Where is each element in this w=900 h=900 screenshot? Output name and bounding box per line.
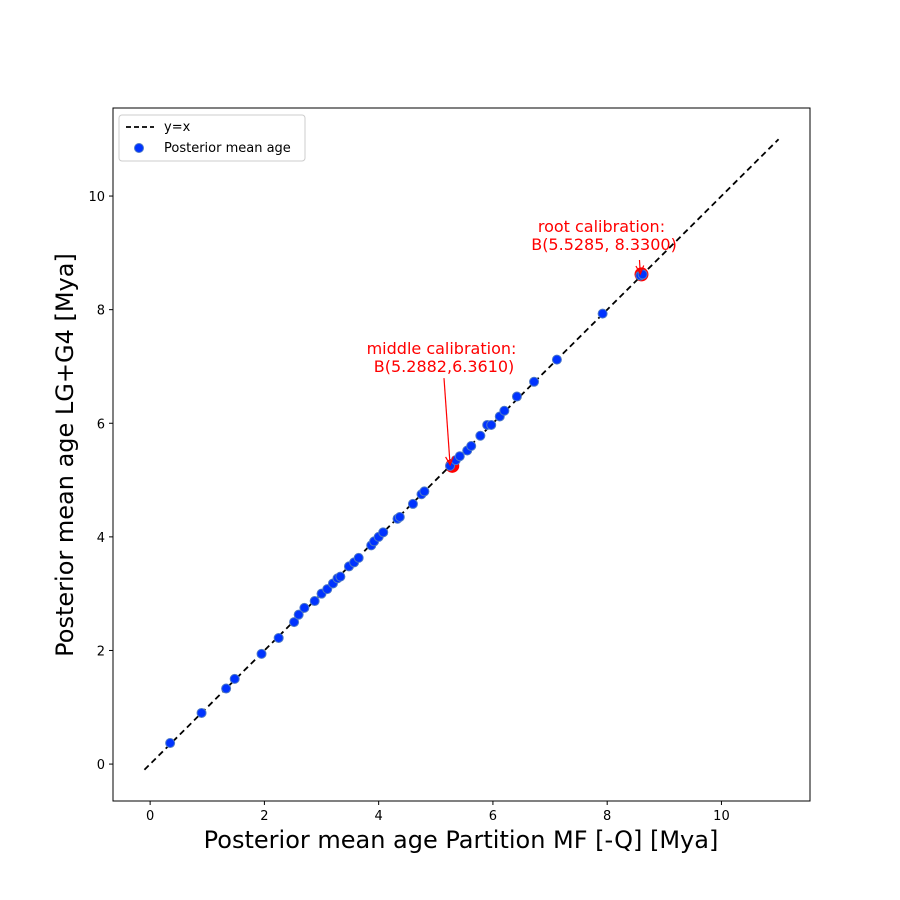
annotations: middle calibration: B(5.2882,6.3610) root… xyxy=(367,217,677,467)
data-point xyxy=(551,354,562,365)
data-point xyxy=(486,419,497,430)
data-point xyxy=(466,440,477,451)
x-axis-label: Posterior mean age Partition MF [-Q] [My… xyxy=(204,826,719,854)
data-point xyxy=(289,617,300,628)
identity-line xyxy=(143,138,780,771)
data-point xyxy=(335,571,346,582)
y-tick-label: 0 xyxy=(97,758,105,773)
x-tick-label: 8 xyxy=(603,809,611,824)
annotation-text: middle calibration: B(5.2882,6.3610) xyxy=(367,339,517,376)
annotation-line: B(5.2882,6.3610) xyxy=(369,357,515,376)
y-tick-label: 10 xyxy=(88,190,105,205)
chart-marks xyxy=(143,138,780,771)
x-tick-label: 4 xyxy=(375,809,383,824)
data-point xyxy=(394,511,405,522)
legend-entry-markers: Posterior mean age xyxy=(164,141,291,156)
data-point xyxy=(529,376,540,387)
data-point xyxy=(256,648,267,659)
y-axis-label: Posterior mean age LG+G4 [Mya] xyxy=(51,253,79,657)
y-tick-label: 8 xyxy=(97,304,105,319)
x-tick-label: 10 xyxy=(713,809,730,824)
data-point xyxy=(597,308,608,319)
data-point xyxy=(419,486,430,497)
data-point xyxy=(165,738,176,749)
y-tick-label: 2 xyxy=(97,644,105,659)
data-point xyxy=(378,527,389,538)
legend: y=x Posterior mean age xyxy=(118,114,306,162)
annotation-line: middle calibration: xyxy=(367,339,517,358)
data-point xyxy=(454,451,465,462)
annotation-line: root calibration: xyxy=(538,217,665,236)
plot-frame xyxy=(112,107,811,802)
annotation-text: root calibration: B(5.5285, 8.3300) xyxy=(526,217,677,254)
data-point xyxy=(299,602,310,613)
data-point xyxy=(475,430,486,441)
annotation-arrowhead xyxy=(635,265,645,276)
legend-marker-swatch xyxy=(134,143,144,153)
data-point xyxy=(511,391,522,402)
data-point xyxy=(407,498,418,509)
x-tick-label: 6 xyxy=(489,809,497,824)
legend-entry-line: y=x xyxy=(164,120,191,135)
annotation-arrow xyxy=(443,378,451,465)
data-point xyxy=(273,632,284,643)
data-point xyxy=(196,707,207,718)
data-point xyxy=(229,673,240,684)
y-tick-label: 6 xyxy=(97,417,105,432)
data-point xyxy=(499,405,510,416)
data-point xyxy=(293,609,304,620)
y-tick-label: 4 xyxy=(97,531,105,546)
axis-ticks: 0 2 4 6 8 10 0 2 4 6 8 10 xyxy=(88,190,729,824)
annotation-arrowhead xyxy=(445,456,454,467)
x-tick-label: 2 xyxy=(260,809,268,824)
annotation-line: B(5.5285, 8.3300) xyxy=(526,235,677,254)
data-point xyxy=(221,683,232,694)
data-point xyxy=(309,596,320,607)
x-tick-label: 0 xyxy=(146,809,154,824)
annotation-arrow xyxy=(638,259,641,274)
legend-frame xyxy=(118,114,306,162)
data-point xyxy=(353,552,364,563)
